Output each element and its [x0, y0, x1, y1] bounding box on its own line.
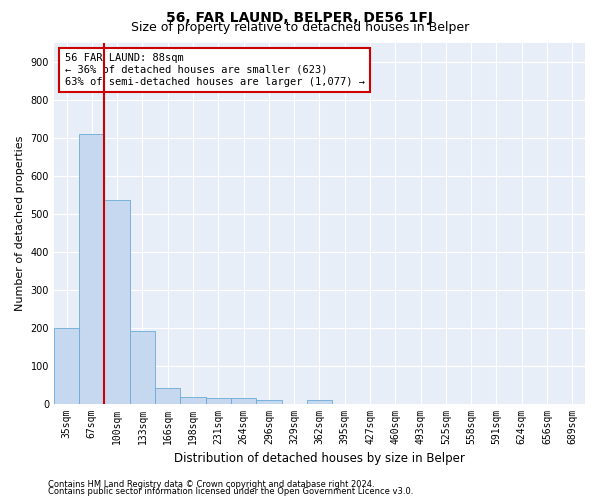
Text: Contains HM Land Registry data © Crown copyright and database right 2024.: Contains HM Land Registry data © Crown c… — [48, 480, 374, 489]
Y-axis label: Number of detached properties: Number of detached properties — [15, 136, 25, 310]
Text: Size of property relative to detached houses in Belper: Size of property relative to detached ho… — [131, 21, 469, 34]
Bar — [54, 328, 79, 404]
Bar — [79, 134, 104, 404]
Text: Contains public sector information licensed under the Open Government Licence v3: Contains public sector information licen… — [48, 487, 413, 496]
Bar — [130, 330, 155, 404]
Text: 56, FAR LAUND, BELPER, DE56 1FJ: 56, FAR LAUND, BELPER, DE56 1FJ — [167, 11, 433, 25]
X-axis label: Distribution of detached houses by size in Belper: Distribution of detached houses by size … — [174, 452, 465, 465]
Bar — [181, 396, 206, 404]
Text: 56 FAR LAUND: 88sqm
← 36% of detached houses are smaller (623)
63% of semi-detac: 56 FAR LAUND: 88sqm ← 36% of detached ho… — [65, 54, 365, 86]
Bar — [256, 400, 281, 404]
Bar — [104, 200, 130, 404]
Bar — [155, 388, 181, 404]
Bar — [206, 398, 231, 404]
Bar — [307, 400, 332, 404]
Bar — [231, 398, 256, 404]
